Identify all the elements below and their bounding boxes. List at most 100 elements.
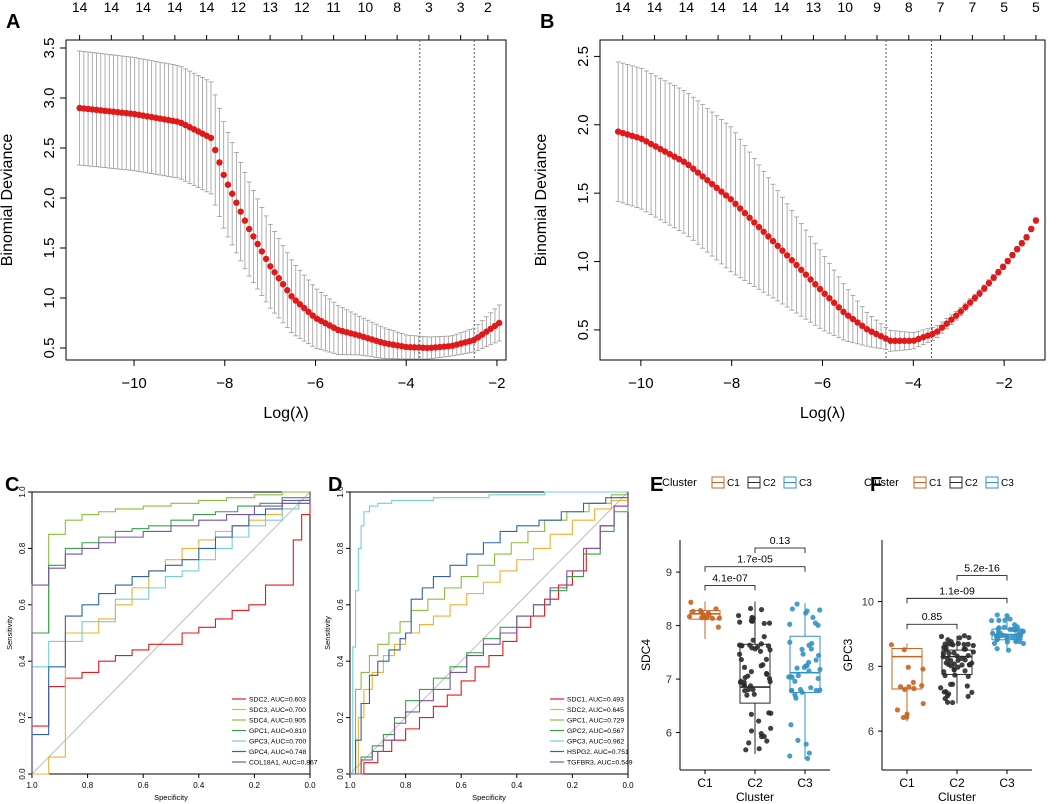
data-point — [685, 161, 692, 169]
jitter-point — [748, 711, 754, 717]
jitter-point — [957, 635, 963, 641]
roc-curve-6 — [350, 492, 629, 775]
data-point — [495, 319, 503, 327]
data-point — [212, 146, 219, 154]
jitter-point — [806, 659, 812, 665]
jitter-point — [699, 609, 705, 616]
data-point — [854, 319, 861, 326]
jitter-point — [1016, 638, 1023, 645]
y-axis-label: Sensitivity — [5, 616, 14, 650]
top-count-label: 13 — [806, 0, 822, 15]
data-point — [995, 269, 1002, 276]
jitter-point — [751, 691, 757, 697]
jitter-point — [1020, 628, 1026, 634]
roc-curve-1 — [32, 492, 311, 775]
diagonal-reference-line — [31, 491, 311, 775]
data-point — [737, 205, 744, 212]
data-point — [859, 322, 866, 330]
top-count-label: 12 — [294, 0, 310, 15]
comparison-p-value: 1.7e-05 — [737, 554, 773, 566]
data-point — [887, 337, 894, 344]
roc-curve-4 — [31, 492, 311, 774]
y-tick-label: 0.8 — [336, 542, 345, 554]
legend-title: Cluster — [662, 477, 697, 489]
data-point — [938, 324, 946, 331]
jitter-point — [954, 653, 960, 659]
comparison-p-value: 0.85 — [922, 611, 943, 623]
top-count-label: 14 — [710, 0, 726, 15]
data-point — [807, 276, 814, 283]
data-point — [241, 217, 249, 224]
jitter-point — [911, 685, 917, 692]
y-tick-label: 0.0 — [18, 768, 27, 780]
top-count-label: 5 — [1032, 0, 1040, 15]
panel-label-c: C — [5, 474, 19, 496]
jitter-point — [994, 612, 1000, 618]
roc-curve-0 — [31, 492, 311, 774]
data-point — [896, 337, 903, 345]
data-point — [769, 237, 777, 245]
data-point — [1023, 234, 1030, 241]
jitter-point — [970, 649, 976, 655]
jitter-point — [799, 646, 805, 652]
top-count-label: 3 — [425, 0, 433, 15]
jitter-point — [795, 737, 801, 743]
x-axis-label: Specificity — [154, 793, 188, 802]
data-point — [1004, 257, 1011, 265]
x-axis-label: Cluster — [938, 790, 976, 804]
jitter-point — [938, 685, 944, 691]
data-point — [713, 184, 720, 192]
jitter-point — [943, 647, 949, 653]
roc-curve-0 — [350, 492, 629, 775]
y-tick-label: 1.0 — [336, 486, 345, 498]
comparison-bracket — [906, 623, 958, 630]
jitter-point — [766, 676, 773, 682]
data-point — [237, 208, 244, 215]
y-tick-label: 1.5 — [575, 183, 592, 204]
jitter-point — [813, 657, 819, 663]
legend-label: SDC2, AUC=0.645 — [567, 707, 624, 714]
jitter-point — [750, 687, 756, 693]
jitter-point — [810, 614, 816, 621]
jitter-point — [994, 646, 1000, 652]
comparison-bracket — [906, 597, 1008, 604]
x-tick-label: −2 — [996, 375, 1013, 392]
legend-label: SDC3, AUC=0.700 — [249, 707, 306, 714]
y-tick-label: 0.2 — [18, 711, 27, 723]
data-point — [224, 181, 232, 188]
jitter-point — [1012, 627, 1018, 633]
data-point — [638, 135, 645, 143]
legend-label: SDC2, AUC=0.603 — [249, 697, 306, 704]
plot-frame — [349, 491, 629, 775]
x-tick-label: 0.6 — [138, 781, 150, 790]
jitter-point — [1005, 647, 1012, 653]
y-tick-label: 0.5 — [41, 338, 58, 359]
data-point — [985, 279, 993, 287]
y-axis-label: SDC4 — [639, 639, 653, 671]
comparison-p-value: 0.13 — [770, 535, 791, 547]
data-point — [694, 169, 702, 176]
jitter-point — [792, 678, 798, 684]
legend-label: C2 — [965, 478, 978, 489]
top-count-label: 7 — [937, 0, 945, 15]
jitter-point — [745, 673, 751, 679]
x-tick-label: 1.0 — [26, 781, 38, 790]
jitter-point — [741, 679, 747, 685]
jitter-point — [1009, 634, 1015, 641]
data-point — [220, 171, 227, 179]
comparison-bracket — [754, 547, 806, 554]
jitter-point — [787, 621, 793, 627]
x-tick-label: C3 — [797, 776, 813, 790]
jitter-point — [738, 656, 744, 663]
x-tick-label: −6 — [307, 375, 324, 392]
jitter-point — [988, 617, 995, 624]
data-point — [296, 301, 304, 308]
data-point — [643, 138, 650, 145]
y-axis-label: Sensitivity — [323, 616, 332, 650]
jitter-point — [901, 647, 907, 653]
x-axis-label: Log(λ) — [800, 405, 845, 422]
data-point — [840, 308, 847, 316]
plot-frame — [65, 39, 507, 361]
data-point — [722, 192, 730, 199]
